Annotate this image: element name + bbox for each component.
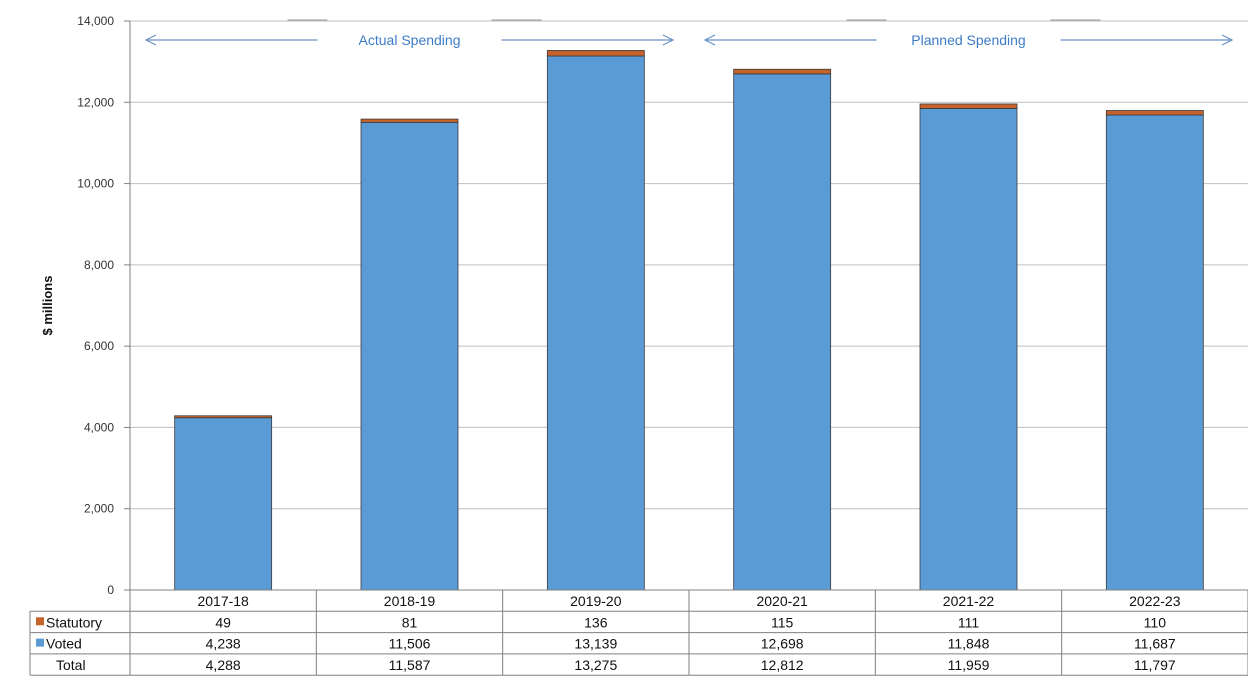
table-cell: 12,698 <box>761 636 804 652</box>
y-tick-label: 2,000 <box>84 502 114 516</box>
row-label-voted: Voted <box>46 636 82 652</box>
table-cell: 136 <box>584 614 608 630</box>
y-tick-label: 8,000 <box>84 258 114 272</box>
bar-statutory-2019-20 <box>546 50 645 57</box>
bar-statutory-2018-19 <box>360 118 459 123</box>
bar-voted-2022-23 <box>1105 114 1204 591</box>
gridlines <box>130 20 1248 510</box>
table-cell: 11,687 <box>1134 636 1176 652</box>
y-tick-label: 10,000 <box>77 177 114 191</box>
bar-statutory-2022-23 <box>1105 110 1204 116</box>
category-label: 2019-20 <box>570 593 622 609</box>
row-label-statutory: Statutory <box>46 614 102 630</box>
category-label: 2022-23 <box>1129 593 1181 609</box>
bar-voted-2017-18 <box>174 417 273 591</box>
y-tick-label: 0 <box>107 583 114 597</box>
bar-voted-2021-22 <box>919 108 1018 591</box>
y-tick-label: 4,000 <box>84 420 114 434</box>
table-cell: 11,959 <box>948 657 990 673</box>
category-label: 2017-18 <box>197 593 249 609</box>
table-cell: 49 <box>215 614 231 630</box>
bar-voted-2018-19 <box>360 121 459 591</box>
bar-statutory-2017-18 <box>174 415 273 419</box>
bar-statutory-2021-22 <box>919 103 1018 109</box>
bars <box>174 50 1204 591</box>
spending-banners: Actual Spending Planned Spending <box>144 19 1234 48</box>
table-cell: 115 <box>771 614 794 630</box>
table-cell: 11,587 <box>389 657 431 673</box>
table-cell: 13,275 <box>574 657 617 673</box>
category-label: 2018-19 <box>384 593 436 609</box>
legend-key-statutory <box>36 617 44 626</box>
category-label: 2021-22 <box>943 593 995 609</box>
table-cell: 110 <box>1144 614 1167 630</box>
table-cell: 11,506 <box>389 636 431 652</box>
row-label-total: Total <box>56 657 86 673</box>
arrow-head-left <box>703 34 716 46</box>
data-table: 2017-18 2018-19 2019-20 2020-21 2021-22 2022-… <box>29 589 1248 676</box>
category-label: 2020-21 <box>756 593 808 609</box>
bar-voted-2019-20 <box>546 55 645 591</box>
banner-label: Planned Spending <box>911 32 1025 48</box>
axes: 0 2,000 4,000 6,000 8,000 10,000 12,000 14,000 $… <box>40 14 131 597</box>
y-tick-label: 14,000 <box>77 14 114 28</box>
arrow-head-right <box>1221 34 1234 46</box>
table-cell: 4,288 <box>206 657 241 673</box>
banner-label: Actual Spending <box>359 32 461 48</box>
arrow-head-right <box>662 34 675 46</box>
table-cell: 4,238 <box>206 636 241 652</box>
table-cell: 111 <box>958 614 979 630</box>
table-cell: 11,797 <box>1134 657 1176 673</box>
table-cell: 12,812 <box>761 657 804 673</box>
table-cell: 13,139 <box>574 636 617 652</box>
arrow-head-left <box>144 34 157 46</box>
bar-statutory-2020-21 <box>733 68 832 75</box>
y-tick-label: 12,000 <box>77 95 114 109</box>
y-tick-label: 6,000 <box>84 339 114 353</box>
bar-voted-2020-21 <box>733 73 832 591</box>
legend-key-voted <box>36 638 44 647</box>
y-axis-title: $ millions <box>40 276 55 336</box>
table-cell: 11,848 <box>948 636 990 652</box>
table-cell: 81 <box>402 614 418 630</box>
